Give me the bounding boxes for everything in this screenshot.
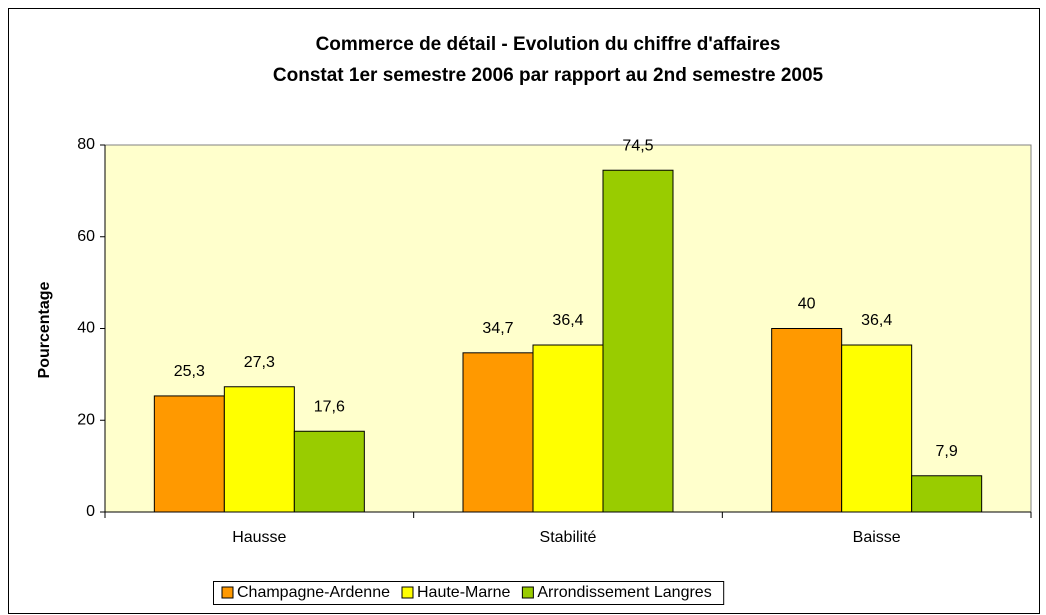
value-label: 27,3 (244, 354, 275, 371)
legend-swatch (521, 586, 534, 599)
value-label: 36,4 (861, 312, 892, 329)
value-label: 25,3 (174, 363, 205, 380)
x-tick-label: Hausse (232, 529, 286, 546)
bar (771, 328, 843, 513)
legend-swatch (221, 586, 234, 599)
chart-title: Commerce de détail - Evolution du chiffr… (316, 34, 781, 55)
y-tick-label: 80 (77, 136, 95, 153)
value-label: 40 (798, 296, 816, 313)
value-label: 7,9 (936, 443, 958, 460)
bar (293, 430, 365, 513)
bar (841, 344, 913, 513)
value-label: 17,6 (314, 398, 345, 415)
legend-swatch (401, 586, 414, 599)
value-label: 74,5 (622, 137, 653, 154)
bar (462, 352, 534, 513)
y-tick-label: 0 (86, 503, 95, 520)
bar (602, 169, 674, 513)
y-axis-label: Pourcentage (36, 281, 53, 378)
legend-label: Arrondissement Langres (537, 584, 711, 601)
bar (223, 386, 295, 513)
chart-subtitle: Constat 1er semestre 2006 par rapport au… (273, 65, 824, 86)
y-tick-label: 20 (77, 411, 95, 428)
bar (153, 395, 225, 513)
y-tick-label: 40 (77, 320, 95, 337)
bar (911, 475, 983, 513)
y-tick-label: 60 (77, 228, 95, 245)
x-tick-label: Baisse (853, 529, 901, 546)
bar (532, 344, 604, 513)
legend-label: Haute-Marne (417, 584, 510, 601)
legend-label: Champagne-Ardenne (237, 584, 390, 601)
value-label: 36,4 (552, 312, 583, 329)
value-label: 34,7 (482, 320, 513, 337)
x-tick-label: Stabilité (540, 529, 597, 546)
legend (213, 581, 725, 605)
